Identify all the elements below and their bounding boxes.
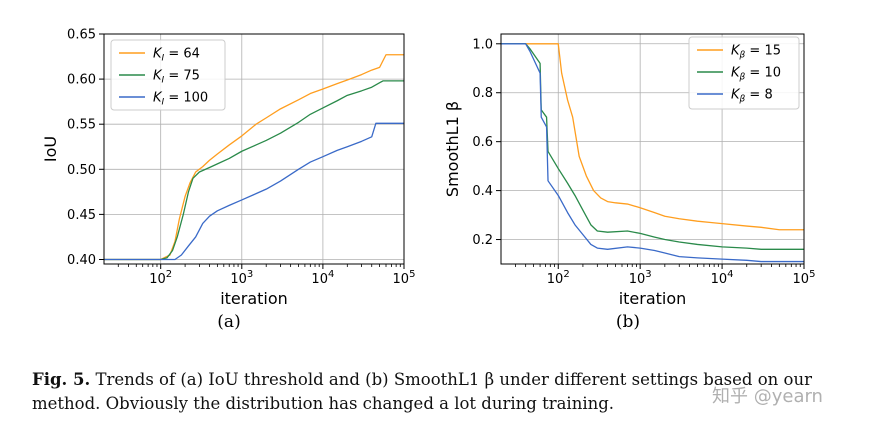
x-axis-label: iteration: [220, 289, 288, 308]
y-tick-label: 0.4: [472, 184, 493, 199]
y-tick-label: 0.2: [472, 233, 493, 248]
legend-symbol: K: [731, 88, 741, 103]
y-tick-label: 0.45: [67, 208, 96, 223]
legend-value: = 8: [745, 88, 772, 103]
y-tick-label: 0.65: [67, 28, 96, 43]
x-tick-base: 10: [311, 272, 328, 287]
legend-symbol: K: [731, 66, 741, 81]
x-tick-base: 10: [547, 272, 564, 287]
y-tick-label: 0.50: [67, 163, 96, 178]
legend-box: [110, 39, 226, 111]
x-axis-label: iteration: [619, 289, 687, 308]
series-line-3: [104, 122, 404, 261]
legend-subscript: I: [162, 98, 165, 108]
y-tick-label: 0.6: [472, 135, 493, 150]
legend-subscript: I: [162, 76, 165, 86]
legend-entry-3: KI = 100: [153, 91, 208, 108]
legend-symbol: K: [731, 44, 741, 59]
chart-iou: 102 103 104 1050.400.450.500.550.600.65iter…: [41, 28, 415, 333]
legend-symbol: K: [153, 47, 163, 62]
y-axis-label: SmoothL1 β: [443, 101, 462, 197]
caption-label: Fig. 5.: [32, 370, 91, 389]
x-tick-exponent: 4: [727, 269, 733, 280]
y-tick-label: 0.8: [472, 86, 493, 101]
x-tick-label: 105: [793, 269, 816, 287]
x-tick-exponent: 2: [166, 269, 172, 280]
x-tick-exponent: 5: [409, 269, 415, 280]
x-tick-label: 104: [311, 269, 334, 287]
x-tick-base: 10: [629, 272, 646, 287]
watermark: 知乎 @yearn: [712, 386, 823, 407]
y-tick-label: 0.40: [67, 253, 96, 268]
legend-entry-3: Kβ = 8: [731, 88, 773, 105]
legend-value: = 75: [164, 69, 200, 84]
legend-symbol: K: [153, 91, 163, 106]
legend-value: = 100: [164, 91, 208, 106]
legend-entry-1: Kβ = 15: [731, 44, 781, 61]
y-tick-label: 0.55: [67, 118, 96, 133]
x-tick-base: 10: [793, 272, 810, 287]
x-tick-base: 10: [711, 272, 728, 287]
x-tick-label: 102: [149, 269, 172, 287]
x-tick-label: 105: [393, 269, 416, 287]
x-tick-exponent: 3: [645, 269, 651, 280]
y-tick-label: 0.60: [67, 73, 96, 88]
x-tick-exponent: 2: [563, 269, 569, 280]
legend-value: = 15: [745, 44, 781, 59]
x-tick-exponent: 4: [328, 269, 334, 280]
legend-symbol: K: [153, 69, 163, 84]
legend-entry-1: KI = 64: [153, 47, 200, 64]
x-tick-label: 104: [711, 269, 734, 287]
chart-smoothl1-beta: 102 103 104 1050.20.40.60.81.0iterationSmoo…: [443, 33, 816, 332]
plot-frame: [103, 33, 405, 265]
legend-subscript: I: [162, 54, 165, 64]
subfigure-label: (a): [217, 312, 240, 332]
legend-box: [688, 36, 800, 110]
legend-value: = 10: [745, 66, 781, 81]
legend-entry-2: KI = 75: [153, 69, 200, 86]
x-tick-label: 103: [629, 269, 652, 287]
series-line-2: [104, 80, 404, 261]
subfigure-label: (b): [616, 312, 640, 332]
legend-subscript: β: [739, 95, 746, 105]
x-tick-base: 10: [230, 272, 247, 287]
y-axis-label: IoU: [41, 136, 60, 162]
series-line-1: [501, 43, 804, 231]
x-tick-exponent: 3: [247, 269, 253, 280]
caption-text: Trends of (a) IoU threshold and (b) Smoo…: [32, 370, 812, 413]
legend-value: = 64: [164, 47, 200, 62]
x-tick-base: 10: [149, 272, 166, 287]
x-tick-label: 102: [547, 269, 570, 287]
plot-frame: [500, 33, 805, 265]
y-tick-label: 1.0: [472, 37, 493, 52]
series-line-1: [104, 54, 404, 261]
figure-caption: Fig. 5. Trends of (a) IoU threshold and …: [32, 368, 872, 416]
legend-entry-2: Kβ = 10: [731, 66, 781, 83]
series-line-3: [501, 43, 804, 263]
x-tick-exponent: 5: [809, 269, 815, 280]
legend-subscript: β: [739, 73, 746, 83]
legend-subscript: β: [739, 51, 746, 61]
x-tick-label: 103: [230, 269, 253, 287]
x-tick-base: 10: [393, 272, 410, 287]
